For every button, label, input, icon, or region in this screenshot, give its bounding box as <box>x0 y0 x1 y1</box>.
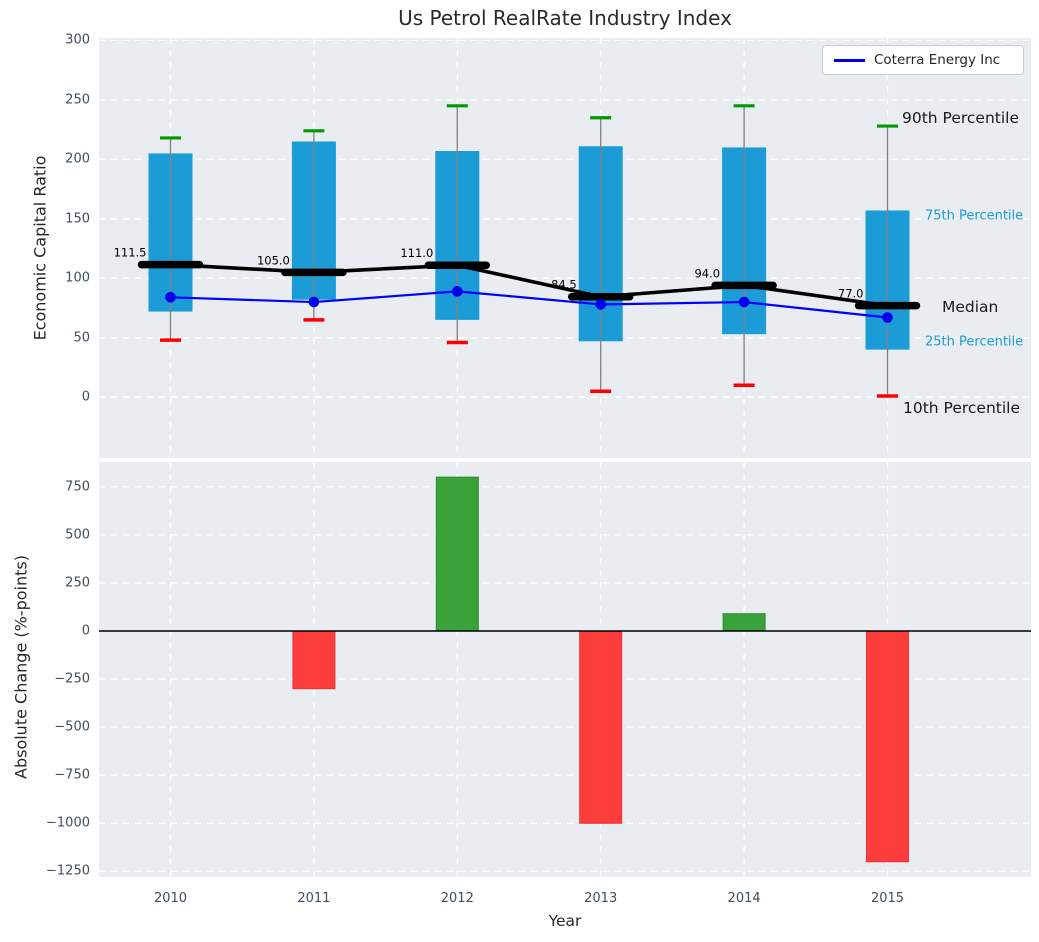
y-tick-top-250: 250 <box>65 92 90 108</box>
change-bar-2015 <box>866 630 909 863</box>
legend: Coterra Energy Inc <box>822 45 1024 75</box>
annotation-75th-percentile: 75th Percentile <box>925 208 1024 224</box>
legend-line-swatch <box>834 58 865 62</box>
company-dot-2014 <box>738 296 750 308</box>
median-value-label-2014: 94.0 <box>694 266 720 280</box>
median-connector-line <box>170 262 888 308</box>
y-tick-top-300: 300 <box>65 32 90 48</box>
company-dot-2011 <box>308 296 320 308</box>
median-value-label-2011: 105.0 <box>257 253 290 267</box>
x-tick-2012: 2012 <box>440 891 474 906</box>
y-tick-bottom-250: 250 <box>65 575 90 591</box>
y-tick-top-0: 0 <box>81 389 90 405</box>
x-tick-2010: 2010 <box>153 891 188 906</box>
change-bar-2013 <box>579 630 623 824</box>
annotation-90th-percentile: 90th Percentile <box>902 109 1020 127</box>
y-tick-bottom--1250: −1250 <box>46 863 90 879</box>
top-y-axis-label: Economic Capital Ratio <box>30 155 50 341</box>
median-value-label-2013: 84.5 <box>551 278 577 292</box>
change-bar-2012 <box>435 476 479 632</box>
y-tick-bottom--1000: −1000 <box>46 815 90 831</box>
legend-label: Coterra Energy Inc <box>874 52 1001 68</box>
y-tick-bottom--250: −250 <box>54 671 90 687</box>
x-tick-2011: 2011 <box>297 891 331 906</box>
annotation-10th-percentile: 10th Percentile <box>903 399 1021 417</box>
x-tick-2013: 2013 <box>584 891 618 906</box>
top-chart-svg: 111.5 105.0 111.0 84.5 94.0 77.0 <box>99 38 1031 458</box>
company-dot-2013 <box>595 299 606 310</box>
y-tick-top-150: 150 <box>65 211 90 227</box>
y-tick-bottom-0: 0 <box>81 623 90 639</box>
annotation-25th-percentile: 25th Percentile <box>925 334 1024 350</box>
bottom-chart-canvas <box>99 462 1031 877</box>
x-tick-2015: 2015 <box>870 891 905 906</box>
y-tick-bottom-750: 750 <box>65 479 90 495</box>
y-tick-bottom-500: 500 <box>65 527 90 543</box>
median-value-label-2012: 111.0 <box>400 246 433 260</box>
change-bar-2011 <box>292 630 336 690</box>
y-tick-bottom--500: −500 <box>54 719 90 735</box>
median-value-label-2010: 111.5 <box>114 246 147 260</box>
bottom-y-axis-label: Absolute Change (%-points) <box>11 555 31 779</box>
y-tick-top-100: 100 <box>65 270 90 286</box>
median-value-label-2015: 77.0 <box>838 287 864 301</box>
top-chart-canvas: 111.5 105.0 111.0 84.5 94.0 77.0 <box>99 38 1031 458</box>
company-line <box>170 290 888 319</box>
bottom-chart-svg <box>99 462 1031 877</box>
x-axis-label: Year <box>548 912 582 930</box>
x-tick-2014: 2014 <box>727 891 761 906</box>
company-dot-2010 <box>165 291 176 303</box>
annotation-median: Median <box>942 298 999 316</box>
company-dot-2012 <box>452 286 463 297</box>
change-bar-2014 <box>722 613 766 632</box>
company-dot-2015 <box>882 312 893 323</box>
chart-title: Us Petrol RealRate Industry Index <box>398 6 732 30</box>
y-tick-top-50: 50 <box>73 330 90 346</box>
y-tick-bottom--750: −750 <box>54 767 90 783</box>
y-tick-top-200: 200 <box>65 151 90 167</box>
